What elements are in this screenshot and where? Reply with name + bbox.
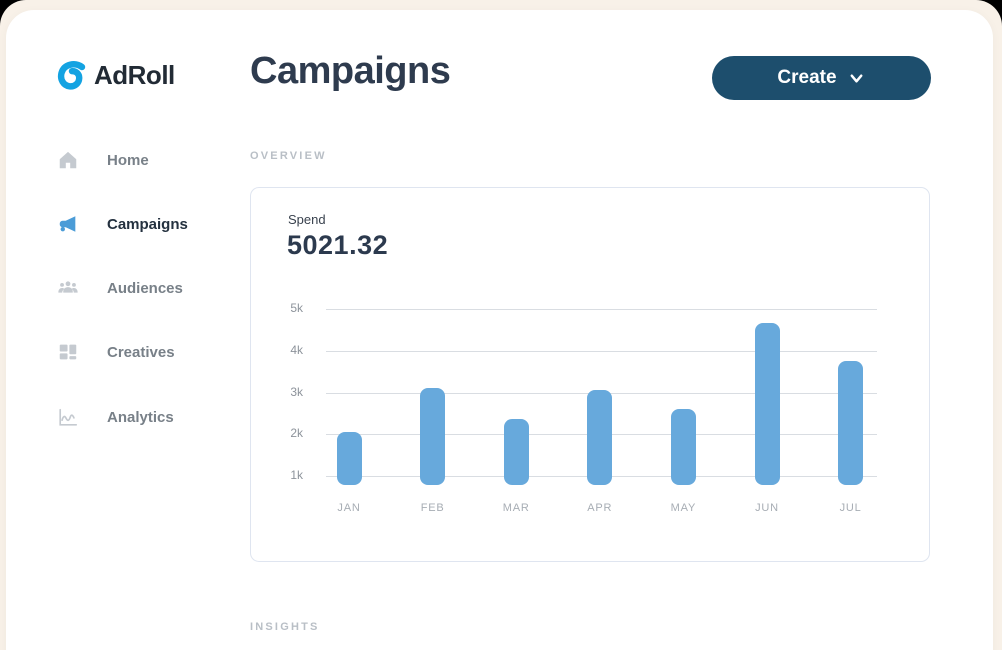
- line-chart-icon: [57, 406, 79, 428]
- create-button-label: Create: [777, 67, 837, 88]
- y-axis-tick-label: 2k: [290, 426, 303, 441]
- bar-jun: [754, 322, 780, 486]
- x-axis-tick-label: JUN: [755, 502, 779, 514]
- y-axis-tick-label: 3k: [290, 384, 303, 399]
- bar-chart-plot: 5k 4k 3k 2k 1k JAN FEB MAR APR MAY JUN JUL: [251, 188, 929, 561]
- page-title: Campaigns: [250, 50, 451, 92]
- sidebar-item-home[interactable]: Home: [57, 140, 149, 180]
- y-axis-tick-label: 4k: [290, 342, 303, 357]
- insights-section-label: INSIGHTS: [250, 621, 320, 633]
- bar-mar: [503, 419, 529, 486]
- spend-chart-card: Spend 5021.32 5k 4k 3k 2k 1k JAN FEB MAR APR MAY J…: [250, 187, 930, 562]
- home-icon: [57, 149, 79, 171]
- spend-value: 5021.32: [287, 230, 389, 260]
- gridline: [326, 309, 877, 310]
- sidebar-item-label: Audiences: [107, 279, 183, 297]
- adroll-logo-text: AdRoll: [94, 60, 175, 90]
- adroll-logo-icon: [57, 60, 86, 90]
- sidebar-item-analytics[interactable]: Analytics: [57, 397, 174, 437]
- y-axis-tick-label: 1k: [290, 468, 303, 483]
- sidebar-item-creatives[interactable]: Creatives: [57, 332, 175, 372]
- people-icon: [57, 277, 79, 299]
- y-axis-tick-label: 5k: [290, 301, 303, 315]
- x-axis-tick-label: FEB: [420, 502, 445, 514]
- x-axis-tick-label: JUL: [839, 502, 862, 514]
- sidebar-item-label: Home: [107, 151, 149, 169]
- gridline: [326, 350, 877, 352]
- bar-apr: [587, 389, 613, 486]
- sidebar-item-audiences[interactable]: Audiences: [57, 268, 183, 308]
- bar-jan: [336, 431, 362, 486]
- sidebar-item-label: Creatives: [107, 343, 175, 361]
- sidebar-item-label: Analytics: [107, 408, 174, 426]
- chevron-down-icon: [850, 73, 863, 83]
- adroll-logo[interactable]: AdRoll: [55, 60, 175, 91]
- create-button[interactable]: Create: [712, 56, 931, 100]
- sidebar-item-campaigns[interactable]: Campaigns: [57, 204, 188, 244]
- x-axis-tick-label: MAY: [670, 502, 697, 514]
- spend-label: Spend: [288, 212, 326, 227]
- app-window: AdRoll Campaigns Create Home: [6, 10, 993, 650]
- x-axis-tick-label: APR: [587, 502, 613, 514]
- blocks-icon: [57, 341, 79, 363]
- megaphone-icon: [57, 213, 79, 235]
- sidebar-item-label: Campaigns: [107, 215, 188, 233]
- bar-may: [670, 408, 696, 486]
- x-axis-tick-label: JAN: [337, 502, 361, 514]
- x-axis-tick-label: MAR: [502, 502, 530, 514]
- bar-feb: [420, 387, 446, 486]
- bar-jul: [838, 360, 864, 486]
- overview-section-label: OVERVIEW: [250, 150, 327, 162]
